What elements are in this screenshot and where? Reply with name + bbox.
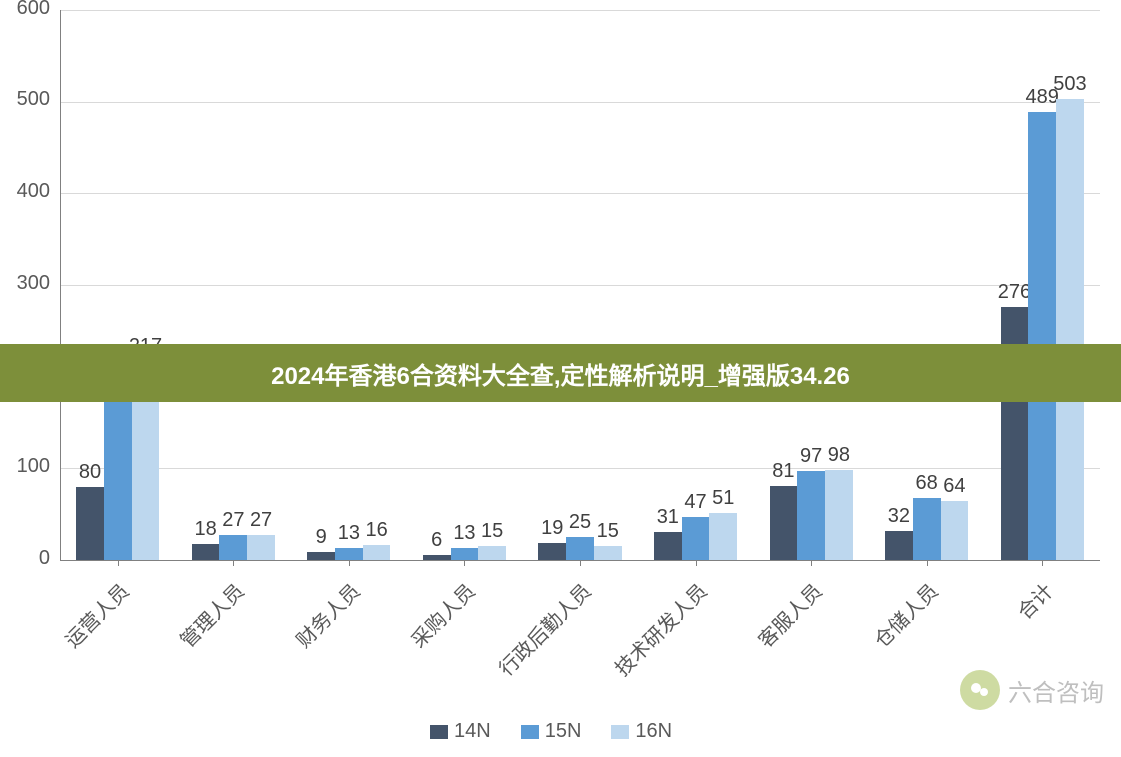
bar-value-label: 15 xyxy=(472,520,512,543)
bar xyxy=(104,378,132,560)
bar-value-label: 98 xyxy=(819,444,859,467)
bar xyxy=(363,545,391,560)
bar xyxy=(594,546,622,560)
y-tick-label: 600 xyxy=(0,0,50,20)
bar xyxy=(913,498,941,560)
y-axis-line xyxy=(60,10,61,560)
chart-container: 0100200300400500600 运营人员管理人员财务人员采购人员行政后勤… xyxy=(0,0,1121,757)
bar xyxy=(76,487,104,560)
legend-item: 14N xyxy=(430,720,491,743)
bar-value-label: 15 xyxy=(588,520,628,543)
bar xyxy=(885,531,913,560)
x-tick-label: 技术研发人员 xyxy=(607,576,712,681)
bar-value-label: 51 xyxy=(703,487,743,510)
watermark-text: 六合咨询 xyxy=(1008,673,1104,708)
bar-value-label: 503 xyxy=(1050,73,1090,96)
gridline xyxy=(60,10,1100,11)
y-tick-label: 400 xyxy=(0,180,50,203)
legend-swatch xyxy=(611,725,629,739)
y-tick-label: 300 xyxy=(0,272,50,295)
bar xyxy=(1056,99,1084,560)
x-tick-label: 行政后勤人员 xyxy=(491,576,596,681)
bar xyxy=(307,552,335,560)
bar xyxy=(219,535,247,560)
x-tick-label: 客服人员 xyxy=(751,576,828,653)
x-tick xyxy=(696,560,697,566)
bar xyxy=(247,535,275,560)
bar xyxy=(538,543,566,560)
bar-value-label: 64 xyxy=(934,475,974,498)
bar xyxy=(335,548,363,560)
legend-label: 16N xyxy=(635,720,672,743)
bar xyxy=(478,546,506,560)
legend-label: 15N xyxy=(545,720,582,743)
bar-value-label: 16 xyxy=(357,519,397,542)
x-tick-label: 采购人员 xyxy=(404,576,481,653)
bar xyxy=(654,532,682,560)
x-tick xyxy=(464,560,465,566)
x-tick xyxy=(811,560,812,566)
gridline xyxy=(60,102,1100,103)
bar xyxy=(709,513,737,560)
bar xyxy=(941,501,969,560)
x-tick xyxy=(233,560,234,566)
bar xyxy=(192,544,220,561)
x-tick-label: 仓储人员 xyxy=(866,576,943,653)
bar xyxy=(825,470,853,560)
wechat-icon xyxy=(960,670,1000,710)
x-tick xyxy=(118,560,119,566)
bar xyxy=(797,471,825,560)
legend-label: 14N xyxy=(454,720,491,743)
legend-swatch xyxy=(521,725,539,739)
bar xyxy=(1028,112,1056,560)
y-tick-label: 500 xyxy=(0,88,50,111)
banner-text: 2024年香港6合资料大全查,定性解析说明_增强版34.26 xyxy=(271,356,850,391)
x-tick-label: 运营人员 xyxy=(57,576,134,653)
legend-item: 15N xyxy=(521,720,582,743)
watermark: 六合咨询 xyxy=(960,670,1104,710)
legend-swatch xyxy=(430,725,448,739)
bar xyxy=(682,517,710,560)
legend-item: 16N xyxy=(611,720,672,743)
gridline xyxy=(60,468,1100,469)
x-tick xyxy=(1042,560,1043,566)
x-tick xyxy=(580,560,581,566)
bar xyxy=(770,486,798,560)
x-tick-label: 合计 xyxy=(1010,576,1059,625)
x-tick xyxy=(927,560,928,566)
y-tick-label: 100 xyxy=(0,455,50,478)
x-tick-label: 管理人员 xyxy=(173,576,250,653)
bar xyxy=(451,548,479,560)
y-tick-label: 0 xyxy=(0,547,50,570)
bar xyxy=(423,555,451,561)
legend: 14N 15N 16N xyxy=(430,720,672,743)
x-tick-label: 财务人员 xyxy=(288,576,365,653)
overlay-banner: 2024年香港6合资料大全查,定性解析说明_增强版34.26 xyxy=(0,344,1121,402)
gridline xyxy=(60,285,1100,286)
x-tick xyxy=(349,560,350,566)
bar-value-label: 27 xyxy=(241,509,281,532)
gridline xyxy=(60,193,1100,194)
